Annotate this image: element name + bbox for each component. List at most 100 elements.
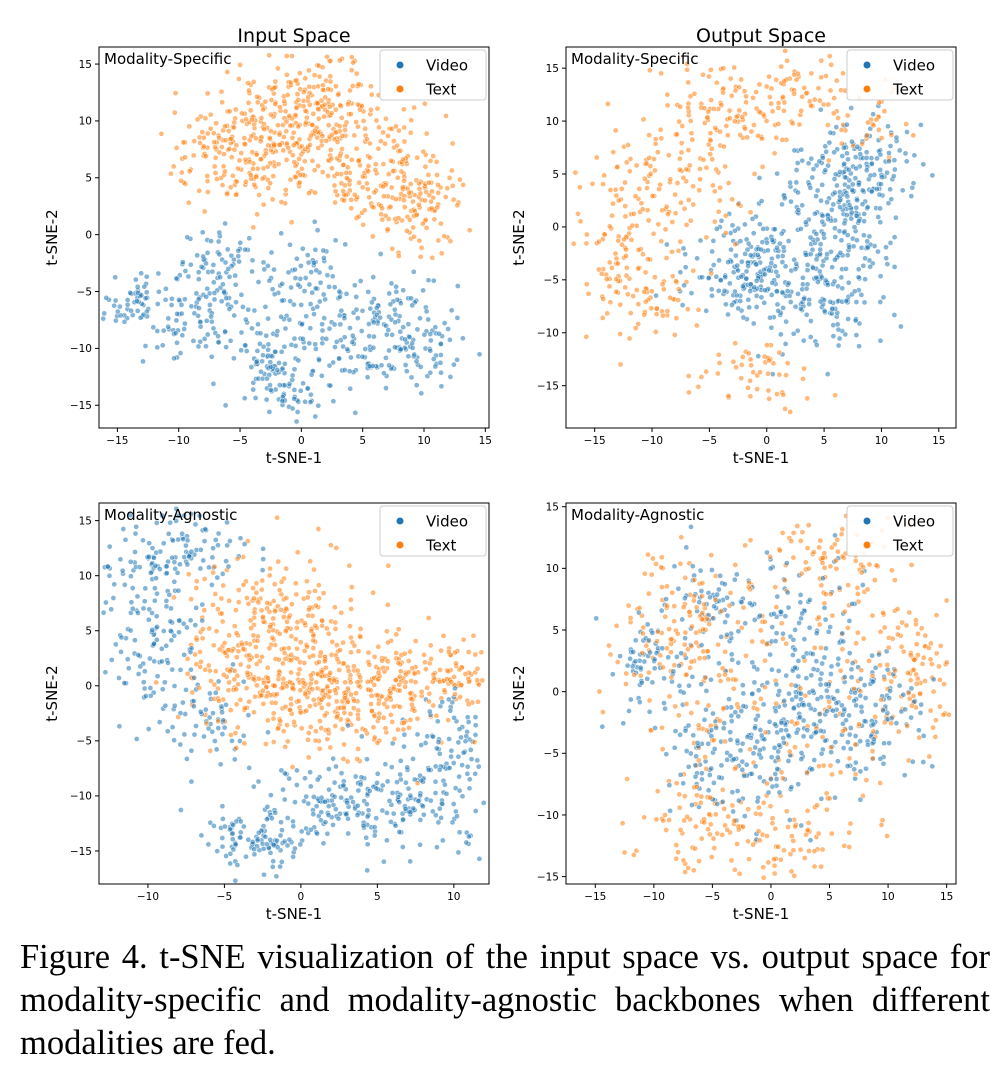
- point-text: [665, 211, 671, 217]
- point-text: [474, 665, 481, 672]
- scatter-points: [100, 506, 487, 884]
- y-tick-label: 10: [79, 116, 92, 128]
- point-text: [334, 656, 341, 662]
- point-video: [735, 713, 742, 720]
- point-text: [244, 595, 250, 601]
- point-video: [142, 585, 149, 592]
- point-video: [154, 590, 160, 597]
- point-text: [421, 100, 428, 107]
- point-text: [293, 591, 300, 598]
- point-text: [717, 184, 723, 191]
- point-video: [790, 652, 796, 658]
- point-video: [429, 808, 436, 815]
- point-video: [183, 687, 189, 693]
- point-video: [407, 792, 414, 799]
- point-video: [883, 255, 890, 262]
- point-video: [310, 794, 317, 800]
- point-video: [304, 252, 311, 258]
- point-video: [733, 571, 740, 578]
- point-video: [355, 787, 362, 794]
- point-text: [290, 129, 297, 136]
- tsne-panel-4: −15 −10 −5 0 5 10 15−15−10−5051015t-SNE-1t-SNE…: [510, 501, 957, 923]
- point-text: [270, 598, 277, 604]
- point-text: [697, 176, 703, 183]
- point-video: [856, 343, 862, 350]
- point-text: [324, 683, 331, 690]
- point-video: [804, 262, 811, 268]
- point-text: [287, 79, 294, 86]
- point-video: [169, 554, 175, 561]
- point-video: [110, 595, 117, 601]
- point-video: [662, 705, 668, 712]
- point-video: [291, 335, 298, 342]
- point-text: [876, 127, 882, 133]
- legend-marker-text: [396, 85, 404, 93]
- point-text: [245, 99, 252, 106]
- point-text: [783, 640, 790, 647]
- point-text: [153, 679, 160, 686]
- point-video: [279, 827, 285, 833]
- point-video: [224, 519, 230, 526]
- point-video: [323, 336, 330, 342]
- point-video: [822, 143, 829, 150]
- point-text: [326, 688, 333, 695]
- point-video: [848, 215, 855, 222]
- point-video: [467, 747, 474, 753]
- point-video: [386, 362, 392, 369]
- point-video: [101, 310, 108, 317]
- point-text: [685, 865, 691, 871]
- point-text: [441, 233, 448, 240]
- point-video: [132, 549, 138, 555]
- point-text: [289, 601, 295, 608]
- point-text: [671, 662, 678, 669]
- point-text: [348, 111, 354, 117]
- point-video: [200, 253, 207, 260]
- point-video: [325, 812, 332, 818]
- point-text: [837, 667, 844, 674]
- point-text: [407, 129, 414, 136]
- point-video: [159, 342, 166, 349]
- point-video: [200, 557, 207, 564]
- point-text: [775, 121, 782, 127]
- point-text: [438, 250, 445, 257]
- point-text: [846, 844, 853, 850]
- point-text: [315, 105, 322, 112]
- point-video: [135, 652, 142, 658]
- point-text: [730, 685, 737, 692]
- point-text: [642, 298, 649, 305]
- point-video: [373, 305, 380, 311]
- point-text: [168, 170, 174, 177]
- point-video: [709, 292, 715, 299]
- point-text: [341, 705, 347, 712]
- point-video: [191, 310, 198, 317]
- point-video: [776, 742, 783, 749]
- point-video: [250, 379, 257, 386]
- point-video: [877, 167, 884, 173]
- point-text: [727, 75, 734, 82]
- point-text: [699, 616, 705, 623]
- point-video: [696, 599, 703, 606]
- point-video: [204, 331, 211, 338]
- point-video: [135, 610, 141, 616]
- point-text: [307, 101, 313, 108]
- point-text: [479, 677, 486, 684]
- point-video: [820, 575, 826, 582]
- point-video: [667, 807, 673, 814]
- point-video: [267, 363, 274, 370]
- point-text: [327, 147, 334, 153]
- point-video: [893, 720, 900, 726]
- point-video: [724, 612, 731, 619]
- point-video: [193, 605, 200, 611]
- point-video: [112, 297, 119, 304]
- point-text: [302, 75, 309, 82]
- point-text: [710, 835, 717, 842]
- point-text: [278, 199, 285, 205]
- point-video: [219, 731, 226, 737]
- point-video: [318, 809, 325, 816]
- point-text: [320, 687, 326, 694]
- point-text: [696, 655, 703, 662]
- point-video: [343, 291, 350, 297]
- point-video: [685, 763, 692, 770]
- point-video: [168, 637, 175, 644]
- point-video: [128, 573, 134, 580]
